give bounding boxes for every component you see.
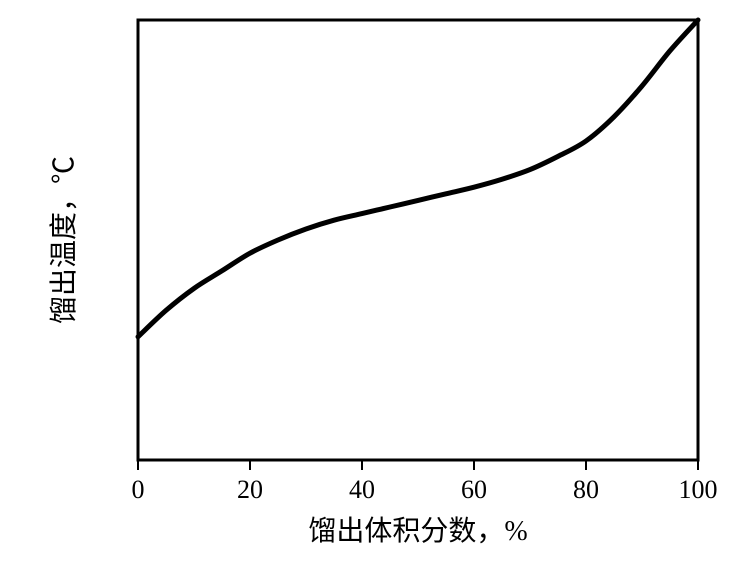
- plot-frame: [138, 20, 698, 460]
- chart-svg: 0 20 40 60 80 100 馏出体积分数，% 馏出温度，℃: [0, 0, 733, 577]
- x-tick-label: 0: [132, 475, 145, 504]
- distillation-curve: [138, 20, 698, 337]
- y-axis-title: 馏出温度，℃: [48, 156, 80, 324]
- x-axis-title: 馏出体积分数，%: [308, 515, 527, 547]
- x-tick-label: 80: [573, 475, 599, 504]
- x-tick-label: 40: [349, 475, 375, 504]
- x-tick-label: 60: [461, 475, 487, 504]
- x-tick-label: 100: [679, 475, 718, 504]
- distillation-curve-chart: 0 20 40 60 80 100 馏出体积分数，% 馏出温度，℃: [0, 0, 733, 577]
- x-tick-label: 20: [237, 475, 263, 504]
